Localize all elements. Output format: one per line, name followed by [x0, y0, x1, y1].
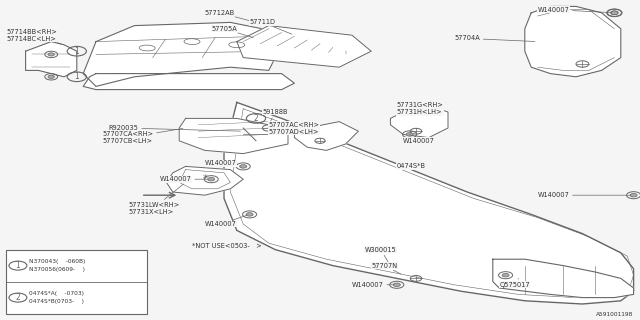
Text: A591001198: A591001198	[596, 312, 634, 317]
Text: 1: 1	[74, 47, 79, 56]
Polygon shape	[390, 106, 448, 138]
Text: 57705A: 57705A	[211, 26, 253, 38]
Text: W140007: W140007	[160, 176, 209, 182]
Text: *NOT USE<0503-   >: *NOT USE<0503- >	[192, 244, 262, 249]
Text: W300015: W300015	[365, 247, 397, 263]
Text: 2: 2	[15, 293, 20, 302]
Text: 0474S*B: 0474S*B	[397, 164, 426, 169]
Text: 57704A: 57704A	[454, 36, 535, 42]
Polygon shape	[179, 118, 288, 154]
Text: 2: 2	[253, 114, 259, 123]
Circle shape	[611, 11, 618, 15]
Text: *: *	[202, 174, 207, 184]
Text: W140007: W140007	[403, 134, 435, 144]
Text: 57707CA<RH>
57707CB<LH>: 57707CA<RH> 57707CB<LH>	[102, 128, 183, 144]
Text: 57731G<RH>
57731H<LH>: 57731G<RH> 57731H<LH>	[397, 102, 444, 115]
Text: W140007: W140007	[538, 192, 631, 198]
Text: W140007: W140007	[538, 7, 612, 13]
Text: W140007: W140007	[352, 282, 394, 288]
Circle shape	[246, 213, 253, 216]
Text: 57714BB<RH>
57714BC<LH>: 57714BB<RH> 57714BC<LH>	[6, 29, 61, 44]
Text: W140007: W140007	[205, 160, 241, 166]
Circle shape	[239, 165, 247, 168]
Text: 59188B: 59188B	[262, 109, 288, 122]
Polygon shape	[26, 42, 77, 77]
Text: Q575017: Q575017	[499, 278, 530, 288]
Polygon shape	[83, 74, 294, 90]
Text: 1: 1	[74, 72, 79, 81]
Text: 57712AB: 57712AB	[205, 10, 253, 22]
Polygon shape	[237, 26, 371, 67]
Polygon shape	[224, 102, 634, 304]
Polygon shape	[525, 6, 621, 77]
Text: 57707AC<RH>
57707AD<LH>: 57707AC<RH> 57707AD<LH>	[269, 122, 320, 134]
Text: 57707N: 57707N	[371, 263, 401, 274]
Circle shape	[48, 75, 54, 78]
Text: R920035: R920035	[109, 125, 241, 131]
Polygon shape	[166, 166, 243, 195]
Circle shape	[393, 283, 401, 287]
Circle shape	[48, 53, 54, 56]
Text: 57731LW<RH>
57731X<LH>: 57731LW<RH> 57731X<LH>	[128, 184, 184, 214]
Text: 1: 1	[15, 261, 20, 270]
Polygon shape	[83, 22, 301, 86]
Circle shape	[406, 133, 413, 136]
Text: N370056(0609-    ): N370056(0609- )	[29, 267, 86, 272]
Text: W140007: W140007	[205, 215, 247, 227]
FancyBboxPatch shape	[6, 250, 147, 314]
Text: 0474S*B(0703-    ): 0474S*B(0703- )	[29, 299, 84, 304]
Polygon shape	[493, 259, 634, 298]
Polygon shape	[294, 122, 358, 150]
Text: 0474S*A(    -0703): 0474S*A( -0703)	[29, 291, 84, 296]
Text: FRONT: FRONT	[142, 202, 165, 208]
Text: 57711D: 57711D	[250, 20, 292, 34]
Circle shape	[502, 273, 509, 277]
Circle shape	[630, 193, 637, 197]
Text: N370043(    -060B): N370043( -060B)	[29, 259, 86, 264]
Circle shape	[611, 11, 618, 15]
Circle shape	[207, 177, 215, 181]
